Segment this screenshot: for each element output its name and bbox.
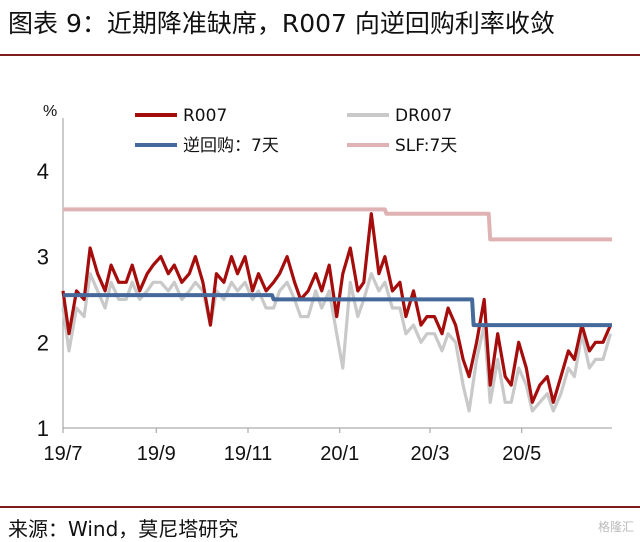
series-line-4: [63, 207, 612, 242]
legend: R007 DR007 逆回购：7天 SLF:7天: [135, 106, 457, 156]
series-lines: [61, 207, 613, 413]
top-rule: [0, 54, 640, 56]
y-tick-label: 4: [37, 159, 49, 184]
x-tick-label: 19/9: [137, 443, 176, 465]
legend-label: 逆回购：7天: [183, 136, 279, 156]
x-tick-label: 20/1: [320, 443, 359, 465]
y-tick-label: 3: [37, 245, 49, 270]
legend-label: SLF:7天: [395, 136, 457, 156]
y-tick-label: 1: [37, 416, 49, 441]
x-tick-label: 19/11: [224, 443, 273, 465]
series-line-2: [61, 272, 613, 413]
x-tick-label: 19/7: [44, 443, 83, 465]
x-tick-label: 20/5: [502, 443, 541, 465]
axes: % 1 2 3 4 19/7 19/9 19/11 20/1 20/3 20/5: [37, 103, 612, 465]
y-axis-unit: %: [43, 103, 57, 120]
bottom-rule: [0, 506, 640, 508]
series-line-3: [63, 293, 612, 328]
source-note: 来源：Wind，莫尼塔研究: [8, 517, 239, 541]
x-tick-label: 20/3: [411, 443, 450, 465]
legend-label: R007: [183, 106, 227, 126]
legend-label: DR007: [395, 106, 452, 126]
y-tick-label: 2: [37, 330, 49, 355]
watermark: 格隆汇: [597, 520, 634, 534]
series-line-1: [61, 212, 612, 404]
chart-title: 图表 9：近期降准缺席，R007 向逆回购利率收敛: [8, 9, 555, 38]
